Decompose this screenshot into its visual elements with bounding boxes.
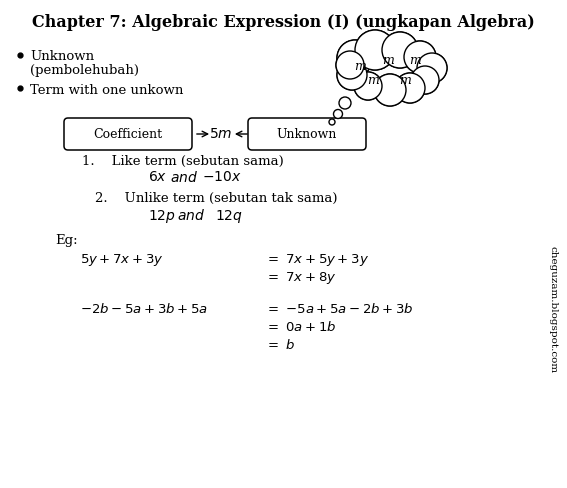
Text: $= \ 0a + 1b$: $= \ 0a + 1b$ (265, 320, 337, 334)
Circle shape (395, 73, 425, 103)
Circle shape (355, 30, 395, 70)
Text: $12p$: $12p$ (148, 208, 176, 225)
Text: m: m (354, 60, 366, 73)
Circle shape (329, 119, 335, 125)
Text: m: m (409, 54, 421, 66)
Text: $6x$: $6x$ (148, 170, 167, 184)
FancyBboxPatch shape (248, 118, 366, 150)
Circle shape (337, 60, 367, 90)
Circle shape (404, 41, 436, 73)
Text: $= \ 7x + 5y + 3y$: $= \ 7x + 5y + 3y$ (265, 252, 369, 268)
Circle shape (411, 66, 439, 94)
Text: $= \ 7x + 8y$: $= \ 7x + 8y$ (265, 270, 337, 286)
Text: $\mathit{and}$: $\mathit{and}$ (177, 208, 205, 223)
Circle shape (337, 40, 373, 76)
Text: m: m (399, 74, 411, 86)
Circle shape (337, 60, 367, 90)
Circle shape (337, 40, 373, 76)
Circle shape (395, 73, 425, 103)
Circle shape (404, 41, 436, 73)
Text: $5m$: $5m$ (209, 127, 231, 141)
Circle shape (354, 72, 382, 100)
Circle shape (358, 38, 422, 102)
Text: m: m (382, 54, 394, 66)
Text: $-10x$: $-10x$ (202, 170, 242, 184)
Text: Term with one unkown: Term with one unkown (30, 84, 183, 97)
FancyBboxPatch shape (64, 118, 192, 150)
Circle shape (417, 53, 447, 83)
Text: $-2b - 5a + 3b + 5a$: $-2b - 5a + 3b + 5a$ (80, 302, 208, 316)
Circle shape (382, 32, 418, 68)
Text: Eg:: Eg: (55, 234, 78, 247)
Circle shape (333, 109, 342, 119)
Text: Chapter 7: Algebraic Expression (I) (ungkapan Algebra): Chapter 7: Algebraic Expression (I) (ung… (32, 14, 535, 31)
Text: $= \ b$: $= \ b$ (265, 338, 295, 352)
Text: 1.    Like term (sebutan sama): 1. Like term (sebutan sama) (82, 155, 284, 168)
Circle shape (336, 51, 364, 79)
Circle shape (336, 51, 364, 79)
Text: $= \ {-5a} + 5a - 2b + 3b$: $= \ {-5a} + 5a - 2b + 3b$ (265, 302, 413, 316)
Text: 2.    Unlike term (sebutan tak sama): 2. Unlike term (sebutan tak sama) (95, 192, 337, 205)
Text: Unknown: Unknown (30, 50, 94, 63)
Circle shape (411, 66, 439, 94)
Circle shape (355, 30, 395, 70)
Circle shape (374, 74, 406, 106)
Text: $5y + 7x + 3y$: $5y + 7x + 3y$ (80, 252, 163, 268)
Circle shape (382, 32, 418, 68)
Text: Coefficient: Coefficient (94, 127, 163, 141)
Text: $12q$: $12q$ (215, 208, 243, 225)
Text: $\mathit{and}$: $\mathit{and}$ (170, 170, 198, 185)
Text: cheguzam.blogspot.com: cheguzam.blogspot.com (548, 246, 557, 373)
Circle shape (354, 72, 382, 100)
Circle shape (374, 74, 406, 106)
Text: m: m (367, 74, 379, 86)
Text: Unknown: Unknown (277, 127, 337, 141)
Circle shape (339, 97, 351, 109)
Text: (pembolehubah): (pembolehubah) (30, 64, 139, 77)
Circle shape (417, 53, 447, 83)
